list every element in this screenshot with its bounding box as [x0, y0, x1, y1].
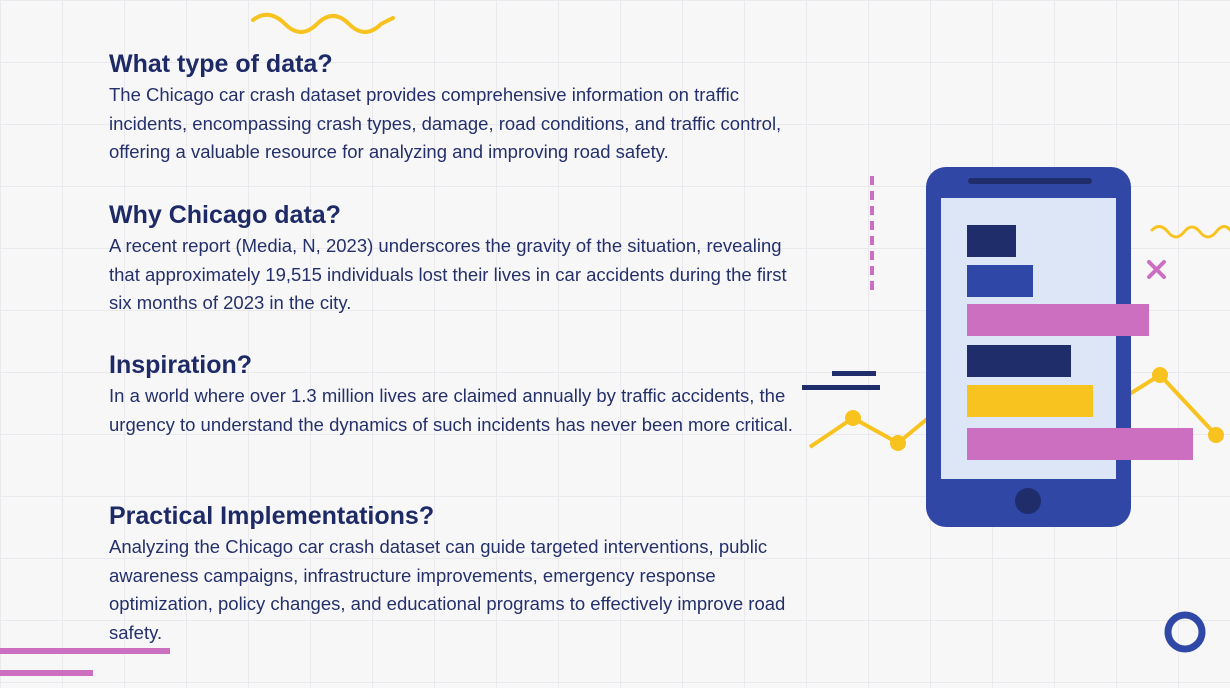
section-heading: Inspiration? [109, 351, 253, 379]
illustration-bar [967, 304, 1149, 336]
section-heading: Why Chicago data? [109, 201, 341, 229]
section-body: In a world where over 1.3 million lives … [109, 385, 793, 435]
section-why-chicago: Why Chicago data? A recent report (Media… [109, 199, 809, 318]
squiggle-decoration [250, 10, 398, 42]
pink-line-decoration [0, 670, 93, 676]
phone-illustration [800, 160, 1230, 540]
pink-line-decoration [0, 648, 170, 654]
illustration-bar [967, 345, 1071, 377]
section-heading: Practical Implementations? [109, 502, 435, 530]
bar-group [967, 225, 1193, 460]
section-body: A recent report (Media, N, 2023) undersc… [109, 235, 787, 313]
illustration-bar [967, 385, 1093, 417]
illustration-bar [967, 428, 1193, 460]
ring-decoration [1160, 608, 1210, 658]
section-body: The Chicago car crash dataset provides c… [109, 84, 782, 162]
section-data-type: What type of data? The Chicago car crash… [109, 48, 809, 167]
section-inspiration: Inspiration? In a world where over 1.3 m… [109, 349, 809, 439]
illustration-bar [967, 225, 1016, 257]
illustration-bar [967, 265, 1033, 297]
section-heading: What type of data? [109, 50, 333, 78]
section-body: Analyzing the Chicago car crash dataset … [109, 536, 786, 643]
section-practical-implementations: Practical Implementations? Analyzing the… [109, 500, 809, 647]
